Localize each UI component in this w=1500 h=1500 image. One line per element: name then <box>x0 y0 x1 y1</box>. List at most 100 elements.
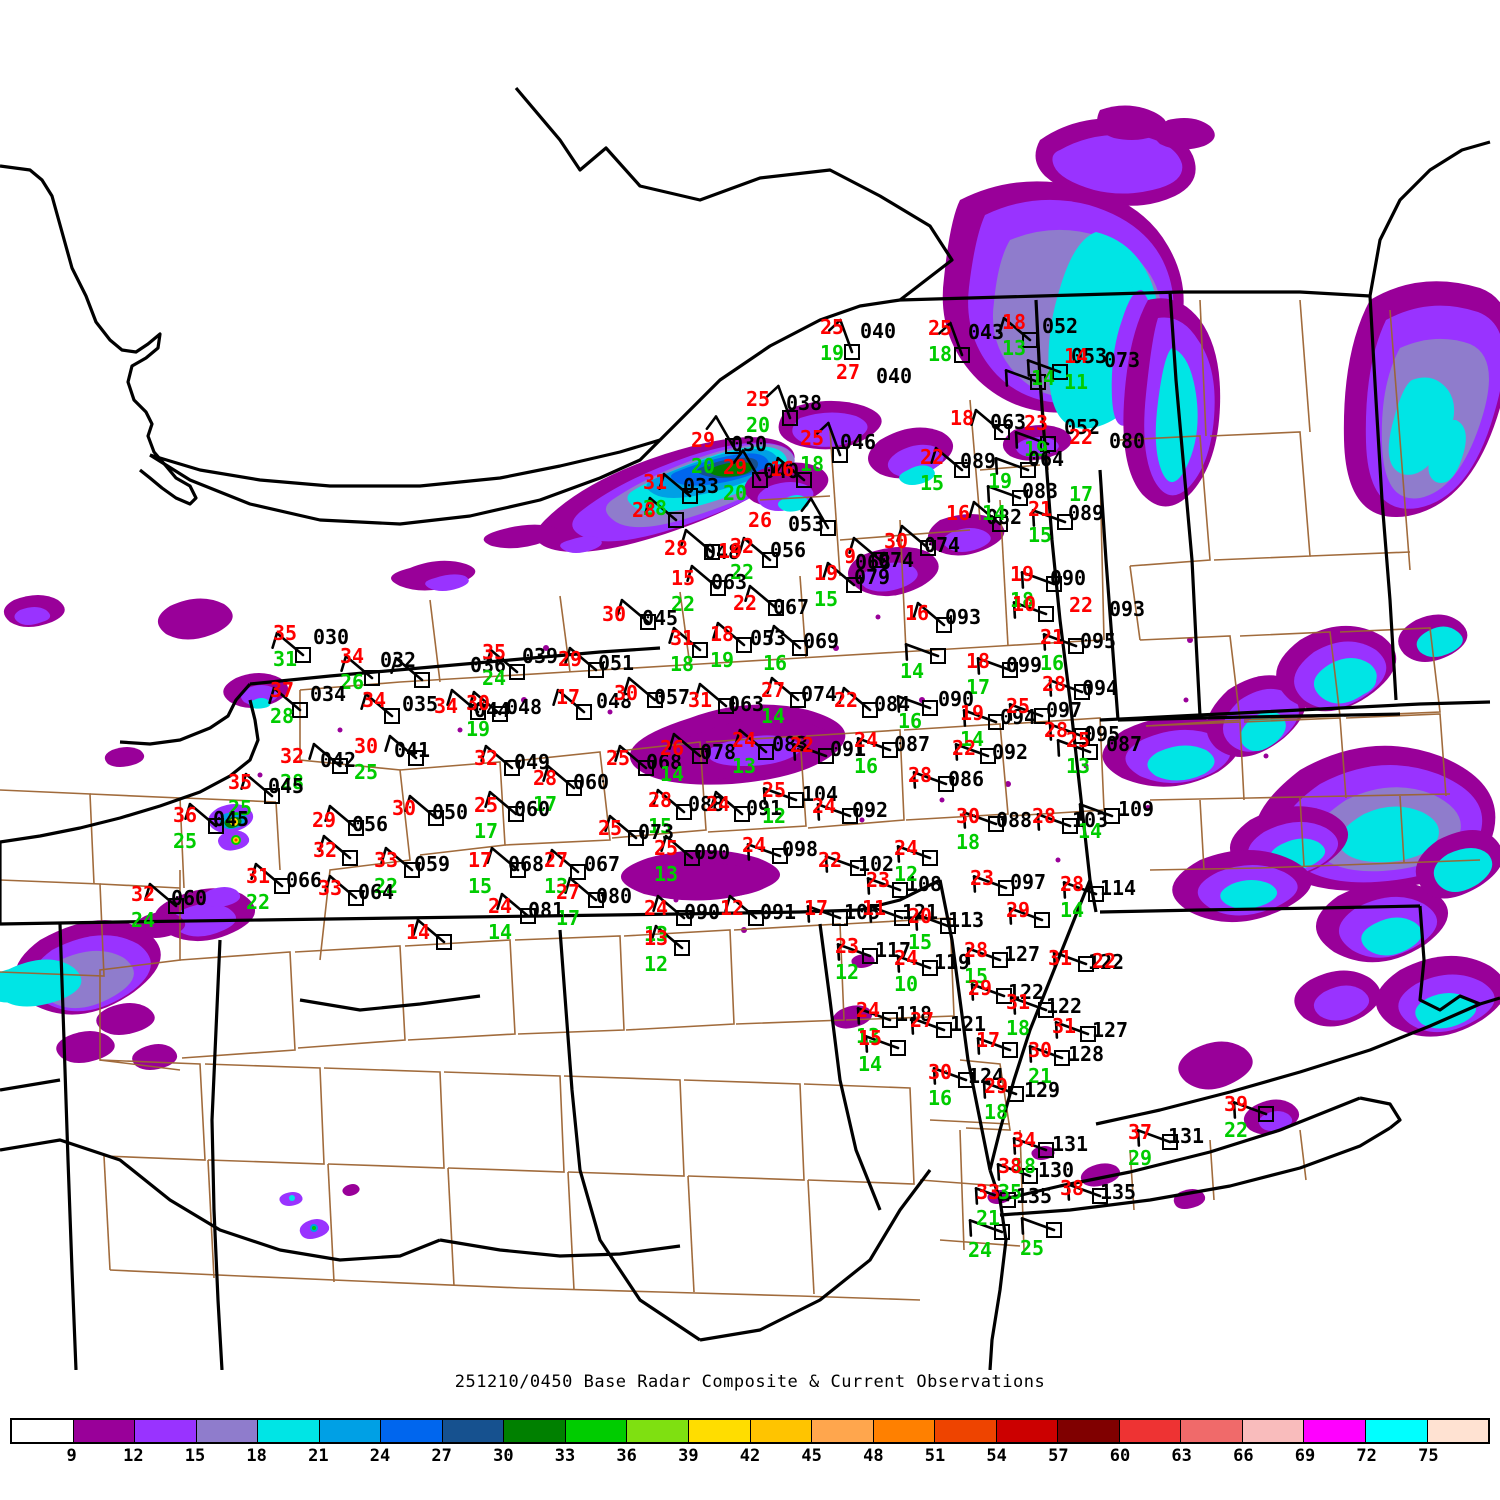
station-temperature: 29 <box>983 1074 1009 1098</box>
station-temperature: 29 <box>557 647 583 671</box>
wind-barb-flag <box>856 1007 861 1025</box>
station-dewpoint: 20 <box>745 413 771 437</box>
station-pressure: 040 <box>762 459 800 483</box>
station-temperature: 24 <box>487 894 513 918</box>
echo-field-southern-ne <box>1172 745 1500 1135</box>
colorbar-bin-2 <box>134 1420 196 1442</box>
wind-barb-flag <box>1054 1021 1059 1039</box>
station-temperature: 23 <box>865 868 891 892</box>
station-dewpoint: 15 <box>647 814 673 838</box>
station-marker <box>1046 1222 1062 1238</box>
station-temperature: 24 <box>705 792 731 816</box>
station-marker <box>1068 638 1084 654</box>
wind-barb-shaft <box>986 485 1022 500</box>
station-dewpoint: 14 <box>760 704 786 728</box>
wind-barb-flag <box>308 742 316 761</box>
station-dewpoint: 13 <box>1001 336 1027 360</box>
station-dewpoint: 15 <box>919 471 945 495</box>
station-marker <box>996 988 1012 1004</box>
station-temperature: 27 <box>555 880 581 904</box>
station-pressure: 074 <box>800 682 838 706</box>
station-temperature: 25 <box>1065 728 1091 752</box>
station-marker <box>492 706 508 722</box>
station-temperature: 31 <box>1005 990 1031 1014</box>
station-temperature: 34 <box>433 694 459 718</box>
station-temperature: 24 <box>643 896 669 920</box>
station-marker <box>862 702 878 718</box>
station-marker <box>1054 1050 1070 1066</box>
station-dewpoint: 18 <box>1009 588 1035 612</box>
station-dewpoint: 15 <box>963 964 989 988</box>
station-marker <box>647 692 663 708</box>
station-pressure: 053 <box>787 512 825 536</box>
station-pressure: 074 <box>923 533 961 557</box>
station-marker <box>842 808 858 824</box>
station-pressure: 030 <box>312 625 350 649</box>
station-marker <box>992 952 1008 968</box>
station-temperature: 28 <box>1043 718 1069 742</box>
station-marker <box>922 960 938 976</box>
station-marker <box>922 700 938 716</box>
station-marker <box>1020 462 1036 478</box>
station-marker <box>1038 606 1054 622</box>
station-pressure: 048 <box>595 689 633 713</box>
wind-barb-shaft <box>954 743 990 758</box>
station-dewpoint: 14 <box>857 1052 883 1076</box>
colorbar-tick-51: 51 <box>924 1446 946 1466</box>
wind-barb-shaft <box>608 814 638 840</box>
wind-barb-shaft <box>408 794 438 820</box>
station-pressure: 082 <box>985 505 1023 529</box>
station-temperature: 22 <box>919 445 945 469</box>
wind-barb-shaft <box>777 384 792 420</box>
station-temperature: 31 <box>1047 946 1073 970</box>
wind-barb-flag <box>705 415 718 431</box>
wind-barb-flag <box>390 656 398 675</box>
wind-barb-flag <box>815 421 830 435</box>
station-pressure: 119 <box>933 950 971 974</box>
wind-barb-flag <box>360 692 368 711</box>
wind-barb-shaft <box>809 497 830 530</box>
colorbar-tick-69: 69 <box>1294 1446 1316 1466</box>
wind-barb-shaft <box>738 728 768 754</box>
wind-barb-shaft <box>322 834 352 860</box>
station-dewpoint: 13 <box>855 1024 881 1048</box>
wind-barb-flag <box>1048 723 1053 741</box>
station-pressure: 097 <box>1045 698 1083 722</box>
station-dewpoint: 22 <box>729 560 755 584</box>
station-temperature: 24 <box>741 833 767 857</box>
station-pressure: 130 <box>1037 1158 1075 1182</box>
station-marker <box>520 908 536 924</box>
wind-barb-shaft <box>714 415 735 448</box>
station-temperature: 30 <box>601 602 627 626</box>
station-pressure: 092 <box>991 740 1029 764</box>
echo-scattered-hudson <box>1102 614 1468 787</box>
wind-barb-shaft <box>900 524 930 550</box>
station-temperature: 17 <box>467 848 493 872</box>
colorbar-tick-45: 45 <box>801 1446 822 1466</box>
colorbar-tick-27: 27 <box>431 1446 452 1466</box>
wind-barb-flag <box>974 1187 979 1205</box>
station-pressure: 121 <box>949 1012 987 1036</box>
wind-barb-shaft <box>484 744 514 770</box>
station-pressure: 060 <box>170 886 208 910</box>
wind-barb-flag <box>658 472 666 491</box>
wind-barb-shaft <box>904 643 940 658</box>
station-pressure: 030 <box>730 432 768 456</box>
station-temperature: 34 <box>361 688 387 712</box>
station-dewpoint: 13 <box>643 922 669 946</box>
station-dewpoint: 12 <box>643 952 669 976</box>
wind-barb-flag <box>668 626 676 645</box>
station-temperature: 35 <box>227 770 253 794</box>
wind-barb-shaft <box>974 1187 1010 1202</box>
wind-barb-shaft <box>488 790 518 816</box>
station-pressure: 083 <box>771 732 809 756</box>
station-pressure: 135 <box>1015 1184 1053 1208</box>
wind-barb-flag <box>896 695 901 713</box>
station-dewpoint: 12 <box>893 862 919 886</box>
station-temperature: 29 <box>967 976 993 1000</box>
station-pressure: 094 <box>1081 676 1119 700</box>
wind-barb-flag <box>838 686 846 705</box>
station-dewpoint: 18 <box>1011 1154 1037 1178</box>
station-temperature: 30 <box>465 691 491 715</box>
wind-barb-flag <box>652 788 660 807</box>
